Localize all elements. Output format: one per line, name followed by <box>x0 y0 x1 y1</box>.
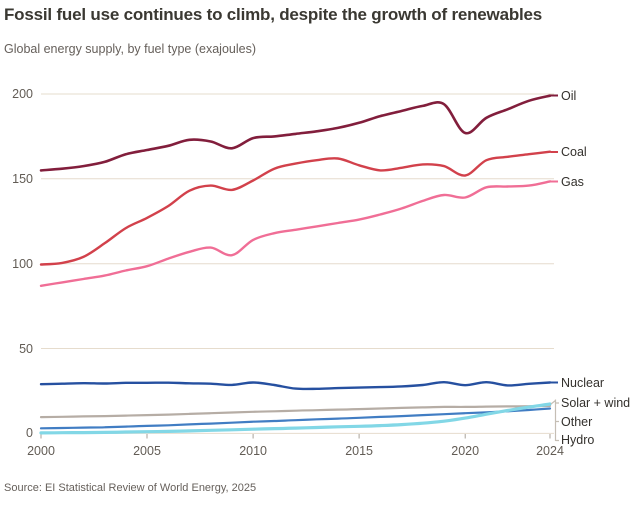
x-tick-label-2020: 2020 <box>451 444 480 458</box>
series-label-gas: Gas <box>561 174 584 189</box>
series-label-other: Other <box>561 414 593 429</box>
x-tick-label-2005: 2005 <box>133 444 161 458</box>
line-solar-wind <box>39 402 552 435</box>
line-hydro <box>39 407 552 430</box>
y-tick-label-100: 100 <box>12 256 33 271</box>
series-label-oil: Oil <box>561 88 577 103</box>
series-lines <box>39 94 552 435</box>
x-tick-label-2024: 2024 <box>536 444 564 458</box>
x-axis-ticks <box>40 434 551 439</box>
y-tick-label-0: 0 <box>26 426 33 441</box>
label-stubs <box>550 94 558 384</box>
series-label-nuclear: Nuclear <box>561 375 605 390</box>
chart-title: Fossil fuel use continues to climb, desp… <box>4 5 543 24</box>
line-gas <box>39 180 552 287</box>
chart-subtitle: Global energy supply, by fuel type (exaj… <box>4 42 256 56</box>
x-tick-label-2015: 2015 <box>345 444 373 458</box>
line-other <box>39 404 552 419</box>
series-label-coal: Coal <box>561 145 587 159</box>
line-oil <box>39 94 552 172</box>
y-tick-label-150: 150 <box>12 171 33 186</box>
label-leader-lines <box>550 399 559 442</box>
source-note: Source: EI Statistical Review of World E… <box>4 482 257 494</box>
y-tick-label-50: 50 <box>19 341 33 356</box>
y-tick-label-200: 200 <box>12 87 33 101</box>
series-label-solar-wind: Solar + wind <box>561 396 631 410</box>
x-tick-label-2000: 2000 <box>27 444 55 458</box>
gridlines <box>41 93 554 434</box>
x-tick-label-2010: 2010 <box>239 444 267 458</box>
series-label-hydro: Hydro <box>561 433 595 447</box>
line-coal <box>39 150 552 266</box>
line-nuclear <box>39 380 552 391</box>
